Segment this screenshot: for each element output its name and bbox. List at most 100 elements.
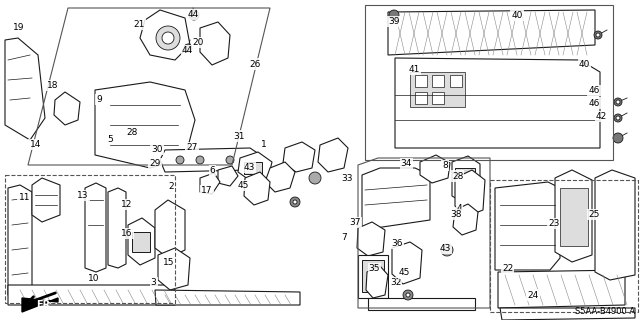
Text: 31: 31 xyxy=(233,132,244,140)
Text: 3: 3 xyxy=(151,278,156,287)
Polygon shape xyxy=(368,298,475,310)
Text: S5AA-B4900 A: S5AA-B4900 A xyxy=(575,307,635,316)
Polygon shape xyxy=(8,285,175,305)
Polygon shape xyxy=(140,10,190,60)
Polygon shape xyxy=(318,138,348,172)
Text: 16: 16 xyxy=(121,229,132,238)
Bar xyxy=(432,92,444,104)
Text: 17: 17 xyxy=(201,186,212,195)
Circle shape xyxy=(596,33,600,37)
Text: 38: 38 xyxy=(451,210,462,219)
Bar xyxy=(432,75,444,87)
Circle shape xyxy=(614,114,622,122)
Polygon shape xyxy=(420,155,450,183)
Circle shape xyxy=(406,293,410,297)
Circle shape xyxy=(441,244,453,256)
Polygon shape xyxy=(218,166,238,186)
Bar xyxy=(455,168,475,190)
Text: 43: 43 xyxy=(439,244,451,252)
Polygon shape xyxy=(366,266,388,298)
Polygon shape xyxy=(95,82,195,168)
Text: 35: 35 xyxy=(369,264,380,273)
Text: 14: 14 xyxy=(29,140,41,149)
Circle shape xyxy=(613,133,623,143)
Polygon shape xyxy=(108,188,126,268)
Polygon shape xyxy=(155,290,300,305)
Text: 6: 6 xyxy=(210,166,215,175)
Text: 46: 46 xyxy=(588,86,600,95)
Text: 44: 44 xyxy=(182,46,193,55)
Polygon shape xyxy=(200,173,220,194)
Text: 28: 28 xyxy=(452,172,463,180)
Text: 19: 19 xyxy=(13,23,25,32)
Text: 41: 41 xyxy=(409,65,420,74)
Text: 26: 26 xyxy=(249,60,260,68)
Text: 45: 45 xyxy=(399,268,410,277)
Bar xyxy=(560,188,588,246)
Polygon shape xyxy=(500,308,635,320)
Polygon shape xyxy=(358,255,388,298)
Bar xyxy=(410,72,465,107)
Polygon shape xyxy=(265,162,295,192)
Polygon shape xyxy=(155,200,185,258)
Text: 9: 9 xyxy=(97,95,102,104)
Polygon shape xyxy=(85,183,106,272)
Circle shape xyxy=(594,31,602,39)
Text: 32: 32 xyxy=(390,278,401,287)
Bar xyxy=(450,75,462,87)
Text: 11: 11 xyxy=(19,193,30,202)
Polygon shape xyxy=(283,142,315,172)
Bar xyxy=(415,92,427,104)
Text: 34: 34 xyxy=(401,159,412,168)
Circle shape xyxy=(196,156,204,164)
Circle shape xyxy=(226,156,234,164)
Polygon shape xyxy=(32,178,60,222)
Text: 1: 1 xyxy=(262,140,267,149)
Polygon shape xyxy=(498,270,625,308)
Bar xyxy=(362,260,384,292)
Circle shape xyxy=(156,26,180,50)
Text: 45: 45 xyxy=(237,181,249,190)
Text: 10: 10 xyxy=(88,274,100,283)
Polygon shape xyxy=(555,170,592,262)
Polygon shape xyxy=(595,170,635,280)
Polygon shape xyxy=(392,242,422,284)
Text: 30: 30 xyxy=(151,145,163,154)
Circle shape xyxy=(389,10,399,20)
Text: 12: 12 xyxy=(121,200,132,209)
Text: 29: 29 xyxy=(149,159,161,168)
Circle shape xyxy=(189,10,199,20)
Text: 25: 25 xyxy=(588,210,600,219)
Text: 8: 8 xyxy=(442,161,447,170)
Circle shape xyxy=(616,100,620,104)
Text: 4: 4 xyxy=(457,204,462,212)
Text: 20: 20 xyxy=(193,38,204,47)
Text: 13: 13 xyxy=(77,191,89,200)
Polygon shape xyxy=(495,182,560,270)
Polygon shape xyxy=(200,22,230,65)
Polygon shape xyxy=(452,156,480,204)
Polygon shape xyxy=(22,298,58,312)
Bar xyxy=(244,162,262,174)
Text: 28: 28 xyxy=(127,128,138,137)
Polygon shape xyxy=(455,170,485,216)
Bar xyxy=(132,232,150,252)
Text: 40: 40 xyxy=(511,11,523,20)
Polygon shape xyxy=(158,248,190,290)
Polygon shape xyxy=(5,38,45,140)
Polygon shape xyxy=(160,148,265,172)
Circle shape xyxy=(290,197,300,207)
Bar xyxy=(365,5,613,160)
Bar xyxy=(415,75,427,87)
Text: 39: 39 xyxy=(388,17,399,26)
Text: 37: 37 xyxy=(349,218,361,227)
Polygon shape xyxy=(453,204,478,235)
Text: 5: 5 xyxy=(108,135,113,144)
Text: 21: 21 xyxy=(134,20,145,28)
Circle shape xyxy=(162,32,174,44)
Circle shape xyxy=(309,172,321,184)
Text: 23: 23 xyxy=(548,219,559,228)
Text: 7: 7 xyxy=(341,233,346,242)
Polygon shape xyxy=(128,218,155,265)
Text: 36: 36 xyxy=(391,239,403,248)
